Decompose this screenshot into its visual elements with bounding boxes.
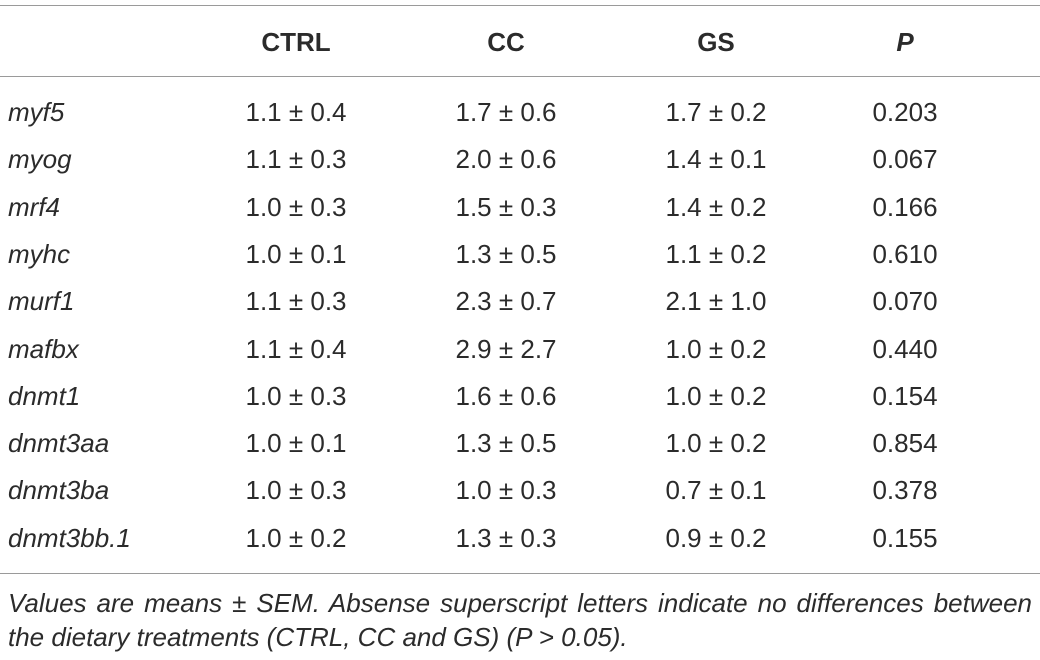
cell-value: 2.3 ± 0.7: [455, 286, 557, 317]
cell-value: 0.7 ± 0.1: [665, 475, 767, 506]
cell-value: 2.0 ± 0.6: [455, 144, 557, 175]
cell-value: 1.1 ± 0.3: [245, 286, 347, 317]
cell-value: 1.0 ± 0.1: [245, 238, 347, 269]
cell-value: 1.1 ± 0.4: [245, 97, 347, 127]
cell-value: 1.1 ± 0.3: [245, 144, 347, 175]
cell-value: 1.0 ± 0.3: [455, 475, 557, 506]
bottom-rule: [0, 573, 1040, 574]
cell-value: 2.9 ± 2.7: [455, 333, 557, 364]
cell-value: 1.3 ± 0.3: [455, 522, 557, 553]
cell-value: 1.0 ± 0.2: [245, 522, 347, 553]
gene-name: mrf4: [8, 191, 60, 222]
cell-value: 0.067: [872, 144, 938, 175]
cell-value: 1.7 ± 0.2: [665, 97, 767, 127]
cell-value: 1.0 ± 0.3: [245, 380, 347, 411]
cell-value: 0.070: [872, 286, 938, 317]
cell-value: 1.0 ± 0.3: [245, 475, 347, 506]
gene-name: myog: [8, 144, 72, 175]
gene-name: dnmt1: [8, 380, 81, 411]
gene-name: mafbx: [8, 333, 79, 364]
cell-value: 0.440: [872, 333, 938, 364]
cell-value: 0.378: [872, 475, 938, 506]
cell-value: 0.155: [872, 522, 938, 553]
gene-name: dnmt3bb.1: [8, 522, 131, 553]
gene-name: myhc: [8, 238, 71, 269]
cell-value: 1.0 ± 0.1: [245, 428, 347, 459]
cell-value: 1.4 ± 0.2: [665, 191, 767, 222]
gene-name: myf5: [8, 97, 65, 127]
header-rule: [0, 76, 1040, 77]
gene-name: dnmt3aa: [8, 428, 110, 459]
cell-value: 1.5 ± 0.3: [455, 191, 557, 222]
cell-value: 1.6 ± 0.6: [455, 380, 557, 411]
cell-value: 0.854: [872, 428, 938, 459]
footnote: Values are means ± SEM. Absense superscr…: [8, 588, 1032, 652]
column-header: GS: [697, 27, 735, 57]
cell-value: 1.3 ± 0.5: [455, 238, 557, 269]
gene-name: dnmt3ba: [8, 475, 110, 506]
cell-value: 1.1 ± 0.2: [665, 238, 767, 269]
column-header: P: [896, 27, 914, 57]
cell-value: 0.203: [872, 97, 938, 127]
gene-name: murf1: [8, 286, 75, 317]
cell-value: 1.0 ± 0.2: [665, 428, 767, 459]
cell-value: 0.166: [872, 191, 938, 222]
cell-value: 0.154: [872, 380, 938, 411]
cell-value: 0.610: [872, 238, 938, 269]
cell-value: 0.9 ± 0.2: [665, 522, 767, 553]
top-rule: [0, 5, 1040, 6]
cell-value: 1.3 ± 0.5: [455, 428, 557, 459]
cell-value: 2.1 ± 1.0: [665, 286, 767, 317]
cell-value: 1.0 ± 0.2: [665, 333, 767, 364]
column-header: CC: [487, 27, 525, 57]
cell-value: 1.1 ± 0.4: [245, 333, 347, 364]
column-header: CTRL: [261, 27, 331, 57]
cell-value: 1.7 ± 0.6: [455, 97, 557, 127]
cell-value: 1.0 ± 0.2: [665, 380, 767, 411]
cell-value: 1.0 ± 0.3: [245, 191, 347, 222]
cell-value: 1.4 ± 0.1: [665, 144, 767, 175]
